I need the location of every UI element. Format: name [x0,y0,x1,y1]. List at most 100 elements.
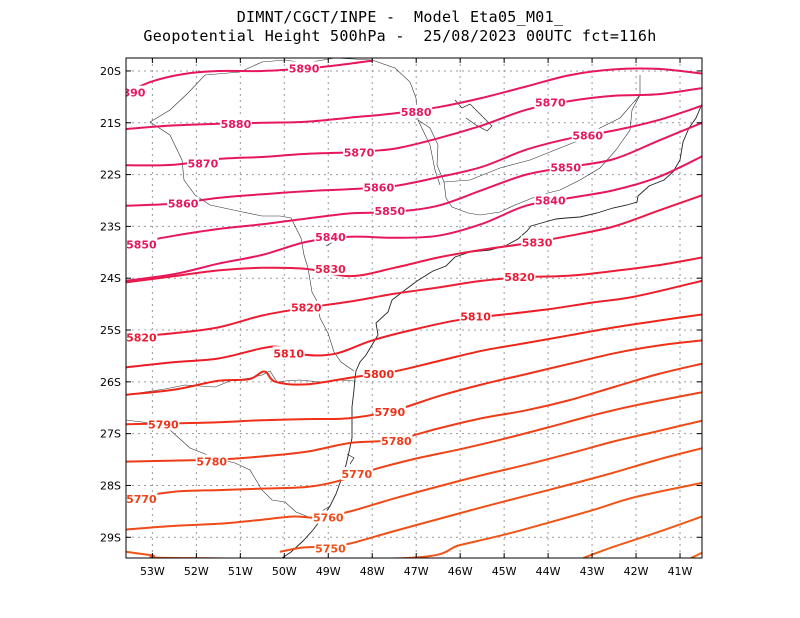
contour-label: 5830 [522,236,553,249]
contour-label: 5820 [126,331,157,344]
lon-tick-label: 45W [492,565,517,578]
contour-label: 5880 [221,118,252,131]
contour-label: 5800 [364,368,395,381]
grid-lines [126,58,702,558]
contour-line-5860 [126,104,702,207]
contour-label: 5840 [315,231,346,244]
lat-tick-label: 26S [100,376,121,389]
contour-label: 5770 [342,468,373,481]
contour-label-bg [373,203,406,217]
contour-label-bg [362,367,395,381]
contour-label-bg [312,510,345,524]
axis-ticks: 20S 21S 22S 23S 24S 25S 26S 27S 28S 29S 53W 52W 51W 5… [100,58,702,578]
lon-tick-label: 50W [272,565,297,578]
contour-label-bg [549,160,582,174]
border-west [149,121,355,372]
contour-label-bg [195,454,228,468]
contour-line-5840 [126,155,702,282]
contour-label: 5750 [315,543,346,556]
contour-label-bg [314,229,347,243]
contour-line-5810 [126,279,702,369]
contour-label: 5870 [188,158,219,171]
border-parana-sc [125,370,355,396]
contour-label-bg [373,404,406,418]
contour-line-5750 [279,447,702,553]
contour-line-5850 [126,121,702,246]
contour-line-5740 [126,481,702,558]
contour-line-5730 [582,515,702,558]
lon-tick-label: 48W [360,565,385,578]
contour-label: 5810 [460,311,491,324]
lat-tick-label: 23S [100,220,121,233]
contour-label-bg [362,180,395,194]
contour-label-bg [314,541,347,555]
contour-label-bg [400,104,433,118]
contour-line-5820 [126,256,702,339]
contour-label-bg [571,128,604,142]
contour-line-5720 [690,551,702,558]
contour-line-5800 [126,313,702,396]
contour-label-bg [219,116,252,130]
lat-tick-label: 24S [100,272,121,285]
lat-tick-label: 27S [100,428,121,441]
contour-line-5770 [126,391,702,500]
contour-label-bg [290,300,323,314]
lon-tick-label: 53W [140,565,165,578]
contour-label-bg [147,417,180,431]
contour-label-bg [126,330,158,344]
lon-tick-label: 52W [184,565,209,578]
lat-tick-label: 29S [100,531,121,544]
lon-tick-label: 47W [404,565,429,578]
contour-label: 5850 [550,161,581,174]
contour-label: 890 [122,87,145,100]
contour-label: 5860 [364,182,395,195]
contour-label-bg [314,261,347,275]
contour-line-5790 [126,339,702,426]
lat-tick-label: 21S [100,117,121,130]
lon-tick-label: 49W [316,565,341,578]
contour-line-5760 [126,419,702,531]
lat-tick-label: 20S [100,65,121,78]
contour-label-bg [167,196,200,210]
contour-label: 5780 [196,456,227,469]
contour-label-bg [126,237,158,251]
contour-label: 5820 [291,302,322,315]
contour-label: 5850 [126,239,157,252]
contour-label: 5780 [381,435,412,448]
contour-label: 5870 [344,146,375,159]
coast-detail-1 [454,99,493,132]
contour-label: 5830 [315,263,346,276]
lon-tick-label: 43W [580,565,605,578]
lon-tick-label: 42W [624,565,649,578]
lon-tick-label: 46W [448,565,473,578]
lat-tick-label: 28S [100,479,121,492]
lat-tick-label: 25S [100,324,121,337]
lon-tick-label: 44W [536,565,561,578]
border-north [149,57,641,216]
border-sp-mg [417,119,441,186]
coastline-south [281,334,379,559]
lon-tick-label: 51W [228,565,253,578]
contour-label-bg [521,235,554,249]
geography-boundaries [125,57,703,559]
contour-label: 5890 [289,62,320,75]
contour-label-bg [126,491,158,505]
title-line-1: DIMNT/CGCT/INPE - Model Eta05_M01_ [236,8,564,26]
contour-label-bg [503,270,536,284]
contour-label: 5790 [148,418,179,431]
contour-label: 5880 [401,106,432,119]
contour-label-bg [459,309,492,323]
contour-label-bg [288,61,321,75]
contour-label: 5870 [535,97,566,110]
contour-label-bg [186,156,219,170]
contour-labels: 5890 890 5880 5880 5870 5870 5870 5860 5860 5860 5… [122,61,604,556]
border-mg-rj [443,94,641,183]
contour-label: 5860 [572,130,603,143]
contour-label-bg [272,346,305,360]
contour-label-bg [380,433,413,447]
contour-line-5780 [126,362,702,463]
lon-tick-label: 41W [668,565,693,578]
contour-label: 5810 [273,347,304,360]
coast-detail-3 [346,453,355,465]
